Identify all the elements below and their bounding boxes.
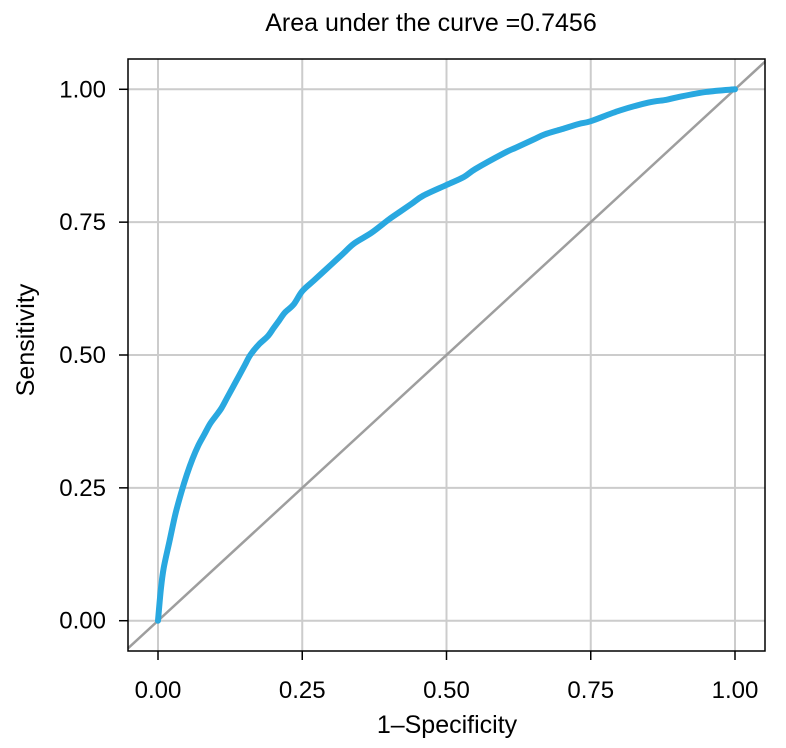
roc-curve-line	[155, 86, 738, 624]
x-tick-label: 0.75	[567, 677, 614, 704]
x-tick-label: 0.50	[423, 677, 470, 704]
y-axis-title: Sensitivity	[12, 283, 40, 396]
y-tick-label: 0.50	[59, 342, 106, 369]
reference-layer	[127, 60, 766, 650]
x-axis-title: 1–Specificity	[377, 711, 518, 739]
y-tick-label: 0.75	[59, 209, 106, 236]
axis-ticks: 0.00 0.25 0.50 0.75 1.00 0.00 0.25 0.50 0.75 1.00	[59, 76, 758, 704]
y-tick-label: 0.00	[59, 608, 106, 635]
y-tick-label: 1.00	[59, 76, 106, 103]
x-tick-label: 1.00	[712, 677, 759, 704]
x-tick-label: 0.00	[135, 677, 182, 704]
y-tick-label: 0.25	[59, 475, 106, 502]
x-tick-label: 0.25	[279, 677, 326, 704]
curve-layer	[155, 86, 738, 624]
chart-title: Area under the curve =0.7456	[265, 9, 596, 37]
reference-diagonal-line	[127, 60, 766, 650]
